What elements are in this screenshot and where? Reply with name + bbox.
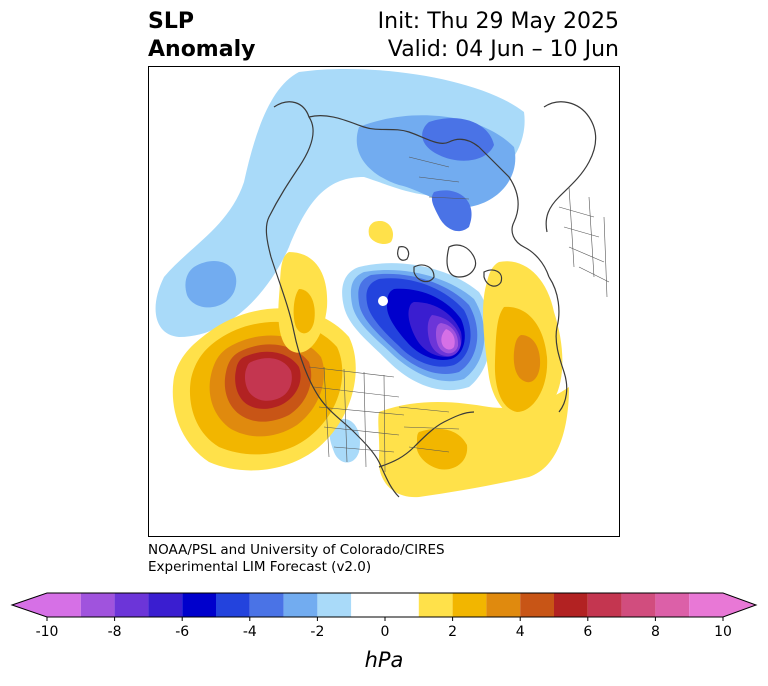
credit-line-1: NOAA/PSL and University of Colorado/CIRE… xyxy=(148,542,445,558)
colorbar-tick-label: 4 xyxy=(516,624,525,640)
colorbar-tick-label: 0 xyxy=(381,624,390,640)
political-borders xyxy=(308,156,610,473)
colorbar-tick-label: -8 xyxy=(108,624,122,640)
colorbar-segment xyxy=(554,593,588,617)
colorbar-segment xyxy=(689,593,723,617)
credit-line-2: Experimental LIM Forecast (v2.0) xyxy=(148,559,372,575)
title-variable: SLP xyxy=(148,9,194,34)
colorbar-segment xyxy=(655,593,690,617)
colorbar-segment xyxy=(148,593,183,617)
north-pole-marker xyxy=(378,296,388,306)
colorbar-unit-label: hPa xyxy=(364,648,404,672)
colorbar-segment xyxy=(587,593,622,617)
colorbar-tick-label: 2 xyxy=(448,624,457,640)
colorbar-segment xyxy=(283,593,318,617)
colorbar-tick-label: 8 xyxy=(651,624,660,640)
init-date: Init: Thu 29 May 2025 xyxy=(377,9,619,34)
colorbar-segment xyxy=(249,593,284,617)
colorbar-segment xyxy=(486,593,521,617)
anomaly-map-canvas xyxy=(149,67,619,536)
colorbar-segment xyxy=(520,593,554,617)
colorbar-under-arrow xyxy=(12,593,47,617)
western-na-ridge xyxy=(278,221,394,353)
colorbar-tick-label: -6 xyxy=(175,624,189,640)
colorbar-segment xyxy=(80,593,115,617)
colorbar-tick-label: -4 xyxy=(243,624,257,640)
colorbar-segment xyxy=(621,593,656,617)
anomaly-map xyxy=(148,66,620,537)
colorbar-segment xyxy=(452,593,487,617)
colorbar-tick-label: 6 xyxy=(583,624,592,640)
western-russia-ridge xyxy=(483,261,563,420)
colorbar-segment xyxy=(418,593,453,617)
coastlines xyxy=(265,101,597,498)
colorbar-segment xyxy=(351,593,419,617)
gulf-of-alaska-high xyxy=(172,308,356,471)
colorbar-tick-label: 10 xyxy=(714,624,732,640)
map-title: SLP Anomaly xyxy=(148,8,255,64)
colorbar-ticks: -10 -8 -6 -4 -2 0 2 4 6 8 10 xyxy=(36,617,732,640)
colorbar-over-arrow xyxy=(723,593,756,617)
colorbar-segment xyxy=(114,593,149,617)
colorbar-segment xyxy=(317,593,352,617)
valid-range: Valid: 04 Jun – 10 Jun xyxy=(387,37,619,62)
colorbar-tick-label: -2 xyxy=(310,624,324,640)
data-credit: NOAA/PSL and University of Colorado/CIRE… xyxy=(148,542,445,576)
colorbar-segment xyxy=(216,593,250,617)
colorbar: -10 -8 -6 -4 -2 0 2 4 6 8 10 xyxy=(10,592,758,640)
colorbar-segment xyxy=(47,593,81,617)
colorbar-segment xyxy=(182,593,216,617)
colorbar-segments xyxy=(10,592,758,618)
forecast-dates: Init: Thu 29 May 2025 Valid: 04 Jun – 10… xyxy=(378,8,619,64)
title-anomaly: Anomaly xyxy=(148,37,256,62)
colorbar-tick-label: -10 xyxy=(36,624,59,640)
